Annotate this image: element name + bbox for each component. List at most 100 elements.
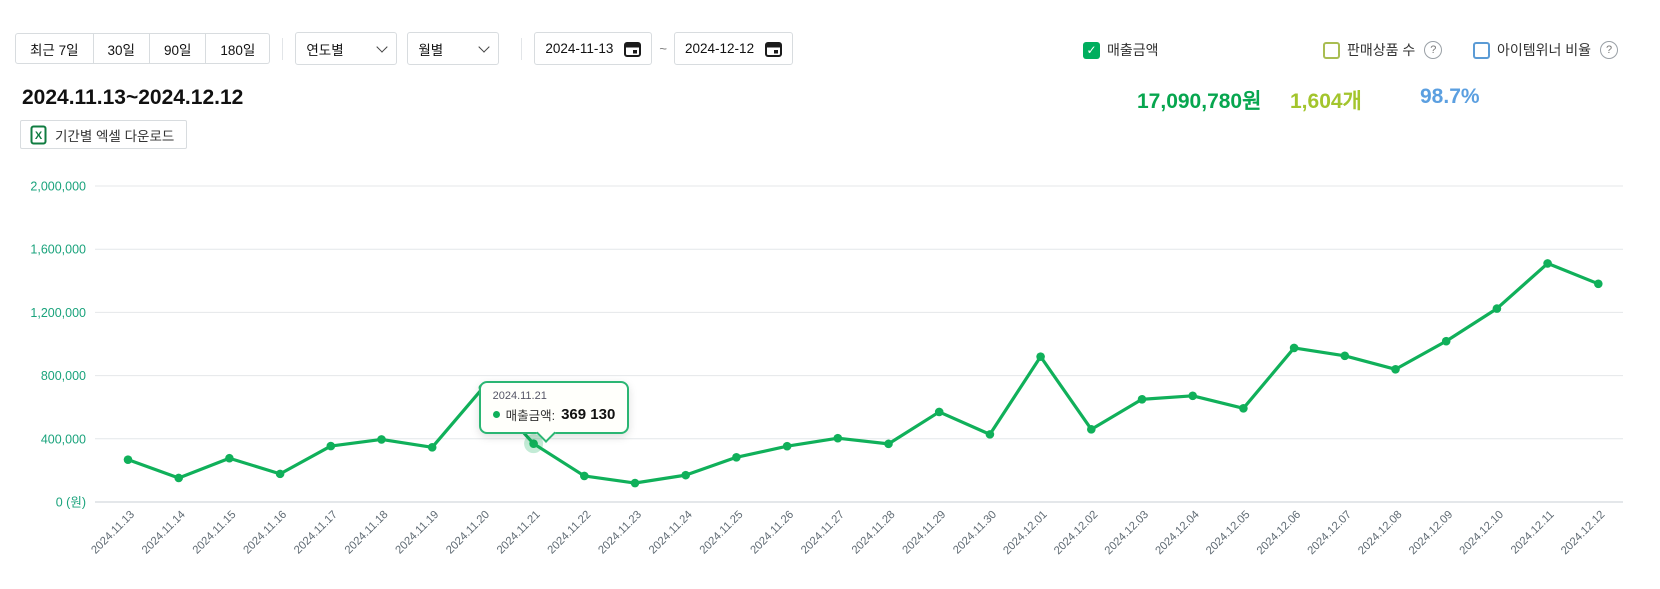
sales-line: [126, 261, 1600, 485]
range-30d[interactable]: 30일: [93, 33, 150, 64]
year-select[interactable]: 연도별: [295, 32, 398, 65]
y-axis-tick-label: 800,000: [41, 369, 86, 383]
chart-tooltip: 2024.11.21 매출금액: 369 130: [478, 380, 630, 443]
data-point-2024.12.09[interactable]: [1441, 336, 1451, 346]
date-range-button-group: 최근 7일 30일 90일 180일: [15, 33, 271, 64]
data-point-2024.12.01[interactable]: [1036, 352, 1045, 361]
data-point-2024.11.26[interactable]: [782, 441, 792, 451]
data-point-2024.12.04[interactable]: [1188, 391, 1197, 401]
legend-label: 판매상품 수: [1347, 42, 1416, 58]
x-axis-tick-label: 2024.11.27: [799, 509, 847, 557]
data-point-2024.11.30[interactable]: [985, 430, 995, 439]
x-axis-tick-label: 2024.11.26: [748, 509, 796, 557]
month-select[interactable]: 월별: [407, 32, 500, 65]
y-axis-tick-label: 400,000: [41, 432, 86, 446]
help-question-icon[interactable]: ?: [1600, 41, 1619, 59]
x-axis-tick-label: 2024.11.14: [140, 509, 188, 557]
data-point-2024.12.05[interactable]: [1239, 404, 1248, 413]
x-axis-tick-label: 2024.12.06: [1255, 509, 1303, 557]
data-point-2024.11.14[interactable]: [174, 473, 183, 483]
series-dot-icon: [492, 410, 500, 418]
tooltip-value: 369 130: [561, 405, 616, 423]
data-point-2024.12.06[interactable]: [1289, 343, 1299, 353]
x-axis-tick-label: 2024.12.08: [1356, 509, 1404, 557]
legend-item-itemwinner[interactable]: 아이템위너 비율?: [1473, 40, 1619, 60]
x-axis-tick-label: 2024.12.01: [1001, 509, 1049, 557]
data-point-2024.12.11[interactable]: [1543, 259, 1552, 268]
checkbox-unchecked-icon[interactable]: [1323, 41, 1340, 59]
toolbar: 최근 7일 30일 90일 180일 연도별 월별 2024-11-13 ~ 2024…: [15, 32, 794, 65]
data-point-2024.12.03[interactable]: [1137, 395, 1147, 404]
x-axis-tick-label: 2024.12.10: [1458, 509, 1506, 557]
range-recent-7d[interactable]: 최근 7일: [15, 33, 94, 64]
y-axis-tick-label: 0 (원): [56, 496, 86, 510]
x-axis-tick-label: 2024.11.22: [546, 509, 594, 557]
start-date-value: 2024-11-13: [545, 41, 614, 56]
help-question-icon[interactable]: ?: [1424, 41, 1443, 59]
range-90d[interactable]: 90일: [149, 33, 207, 64]
end-date-input[interactable]: 2024-12-12: [674, 32, 794, 65]
data-point-2024.11.25[interactable]: [732, 452, 741, 462]
excel-download-label: 기간별 엑셀 다운로드: [55, 128, 175, 144]
x-axis-tick-label: 2024.12.04: [1153, 509, 1201, 557]
tooltip-row: 매출금액: 369 130: [492, 405, 616, 424]
toolbar-divider: [521, 37, 523, 60]
x-axis-tick-label: 2024.12.11: [1509, 509, 1557, 557]
end-date-value: 2024-12-12: [685, 41, 755, 56]
data-point-2024.11.24[interactable]: [681, 470, 690, 480]
checkbox-checked-icon[interactable]: ✓: [1083, 41, 1100, 59]
legend-item-products[interactable]: 판매상품 수?: [1323, 40, 1443, 60]
data-point-2024.12.07[interactable]: [1340, 351, 1350, 361]
legend-item-sales[interactable]: ✓ 매출금액: [1083, 40, 1159, 60]
data-point-2024.12.10[interactable]: [1492, 304, 1502, 313]
x-axis-tick-label: 2024.11.21: [495, 509, 543, 557]
y-axis-tick-label: 2,000,000: [30, 180, 86, 194]
x-axis-tick-label: 2024.12.03: [1103, 509, 1151, 557]
x-axis-tick-label: 2024.11.24: [647, 509, 695, 557]
x-axis-tick-label: 2024.11.29: [900, 509, 948, 557]
data-point-2024.11.23[interactable]: [630, 478, 640, 488]
year-select-value: 연도별: [306, 42, 344, 58]
data-point-2024.12.08[interactable]: [1391, 364, 1400, 374]
date-range-separator: ~: [659, 41, 668, 56]
y-axis-tick-label: 1,200,000: [30, 306, 86, 320]
calendar-icon[interactable]: [765, 41, 783, 57]
x-axis-tick-label: 2024.12.12: [1559, 509, 1607, 557]
data-point-2024.12.02[interactable]: [1087, 425, 1096, 434]
x-axis-tick-label: 2024.11.28: [850, 509, 898, 557]
legend-label: 아이템위너 비율: [1497, 42, 1592, 58]
data-point-2024.11.21[interactable]: [529, 439, 538, 448]
data-point-2024.11.18[interactable]: [377, 435, 386, 444]
data-point-2024.11.29[interactable]: [934, 407, 944, 417]
data-point-2024.11.22[interactable]: [580, 471, 589, 481]
x-axis-tick-label: 2024.11.18: [343, 509, 391, 557]
range-180d[interactable]: 180일: [206, 33, 271, 64]
data-point-2024.11.15[interactable]: [225, 453, 234, 463]
x-axis-tick-label: 2024.11.30: [951, 509, 999, 557]
data-point-2024.12.12[interactable]: [1594, 279, 1603, 289]
total-sales-value: 17,090,780원: [1137, 90, 1262, 113]
x-axis-tick-label: 2024.11.23: [596, 509, 644, 557]
calendar-icon[interactable]: [624, 41, 642, 57]
x-axis-tick-label: 2024.11.16: [241, 509, 289, 557]
x-axis-tick-label: 2024.11.20: [444, 509, 492, 557]
page-title: 2024.11.13~2024.12.12: [22, 86, 244, 109]
x-axis-tick-label: 2024.12.02: [1052, 509, 1100, 557]
data-point-2024.11.13[interactable]: [123, 455, 133, 464]
data-point-2024.11.17[interactable]: [326, 441, 336, 451]
sales-line-chart: 0 (원) 400,000 800,000 1,200,000 1,600,000 2,0…: [30, 180, 1623, 557]
data-point-2024.11.16[interactable]: [275, 469, 285, 479]
data-point-2024.11.28[interactable]: [884, 439, 893, 449]
y-axis-tick-label: 1,600,000: [30, 243, 86, 257]
excel-download-button[interactable]: X 기간별 엑셀 다운로드: [20, 120, 188, 149]
x-axis-tick-label: 2024.11.19: [393, 509, 441, 557]
start-date-input[interactable]: 2024-11-13: [534, 32, 653, 65]
data-point-2024.11.19[interactable]: [427, 443, 437, 452]
chevron-down-icon: [478, 40, 491, 53]
svg-text:X: X: [35, 130, 43, 142]
data-point-2024.11.27[interactable]: [833, 433, 843, 443]
checkbox-unchecked-icon[interactable]: [1473, 41, 1490, 59]
excel-file-icon: X: [30, 125, 47, 144]
legend-label: 매출금액: [1107, 42, 1159, 58]
